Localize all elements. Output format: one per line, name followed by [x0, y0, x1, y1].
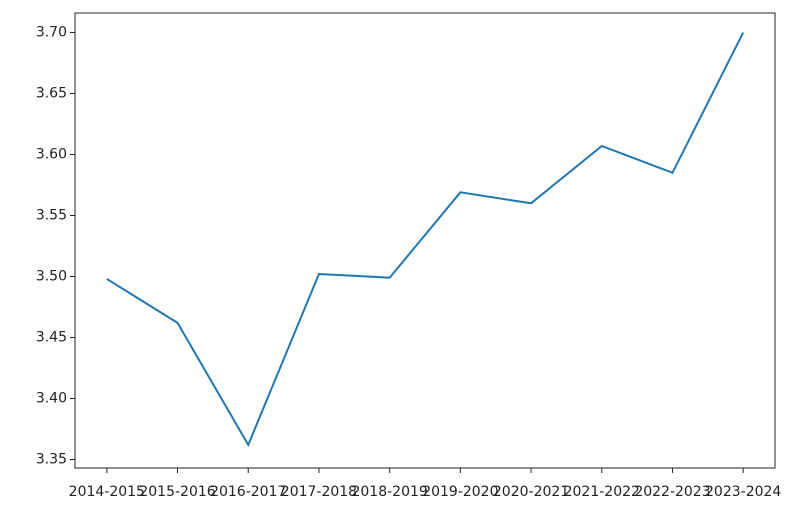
x-tick-label: 2023-2024 — [705, 484, 781, 500]
axes-frame — [74, 12, 776, 469]
y-tick-label: 3.35 — [36, 451, 67, 467]
x-tick-label: 2018-2019 — [351, 484, 427, 500]
x-tick-label: 2016-2017 — [210, 484, 286, 500]
x-tick-label: 2015-2016 — [139, 484, 215, 500]
y-tick-label: 3.70 — [36, 25, 67, 41]
x-tick-label: 2014-2015 — [69, 484, 145, 500]
y-tick-label: 3.40 — [36, 390, 67, 406]
x-tick-label: 2019-2020 — [422, 484, 498, 500]
y-tick-label: 3.60 — [36, 147, 67, 163]
y-tick-label: 3.55 — [36, 207, 67, 223]
y-tick-label: 3.50 — [36, 268, 67, 284]
x-tick-label: 2022-2023 — [634, 484, 710, 500]
x-tick-label: 2020-2021 — [493, 484, 569, 500]
x-tick-label: 2021-2022 — [564, 484, 640, 500]
y-tick-label: 3.65 — [36, 86, 67, 102]
data-line — [106, 32, 745, 448]
x-tick-label: 2017-2018 — [281, 484, 357, 500]
y-tick-label: 3.45 — [36, 329, 67, 345]
